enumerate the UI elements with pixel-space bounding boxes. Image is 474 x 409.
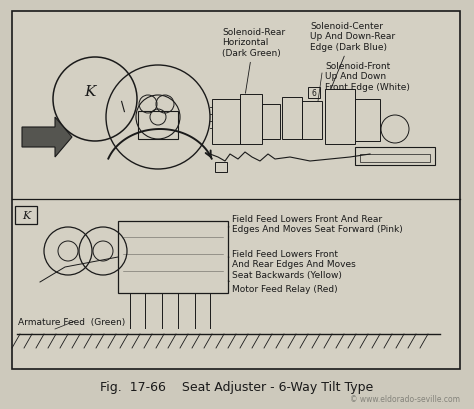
Bar [308, 88, 320, 99]
Bar [302, 102, 322, 139]
Bar [212, 100, 240, 145]
Text: © www.eldorado-seville.com: © www.eldorado-seville.com [350, 395, 460, 404]
Text: K: K [22, 211, 30, 220]
Bar [12, 12, 460, 369]
Text: Field Feed Lowers Front And Rear
Edges And Moves Seat Forward (Pink): Field Feed Lowers Front And Rear Edges A… [228, 214, 403, 234]
Bar [118, 221, 228, 293]
Bar [355, 148, 435, 166]
Text: Armature Feed  (Green): Armature Feed (Green) [18, 317, 125, 326]
Text: Solenoid-Front
Up And Down
Front Edge (White): Solenoid-Front Up And Down Front Edge (W… [325, 62, 410, 92]
Bar [15, 207, 37, 225]
Polygon shape [22, 118, 72, 157]
Text: Solenoid-Rear
Horizontal
(Dark Green): Solenoid-Rear Horizontal (Dark Green) [222, 28, 285, 94]
Text: Field Feed Lowers Front
And Rear Edges And Moves
Seat Backwards (Yellow): Field Feed Lowers Front And Rear Edges A… [228, 249, 356, 279]
Bar [240, 95, 262, 145]
Text: K: K [84, 85, 96, 99]
Text: Motor Feed Relay (Red): Motor Feed Relay (Red) [228, 281, 337, 293]
Bar [355, 100, 380, 142]
Text: Fig.  17-66    Seat Adjuster - 6-Way Tilt Type: Fig. 17-66 Seat Adjuster - 6-Way Tilt Ty… [100, 380, 374, 393]
Text: Solenoid-Center
Up And Down-Rear
Edge (Dark Blue): Solenoid-Center Up And Down-Rear Edge (D… [310, 22, 395, 89]
Bar [325, 90, 355, 145]
Bar [360, 155, 430, 163]
Bar [215, 163, 227, 173]
Bar [138, 112, 178, 139]
Text: 6: 6 [311, 89, 317, 98]
Bar [262, 105, 280, 139]
Bar [282, 98, 302, 139]
